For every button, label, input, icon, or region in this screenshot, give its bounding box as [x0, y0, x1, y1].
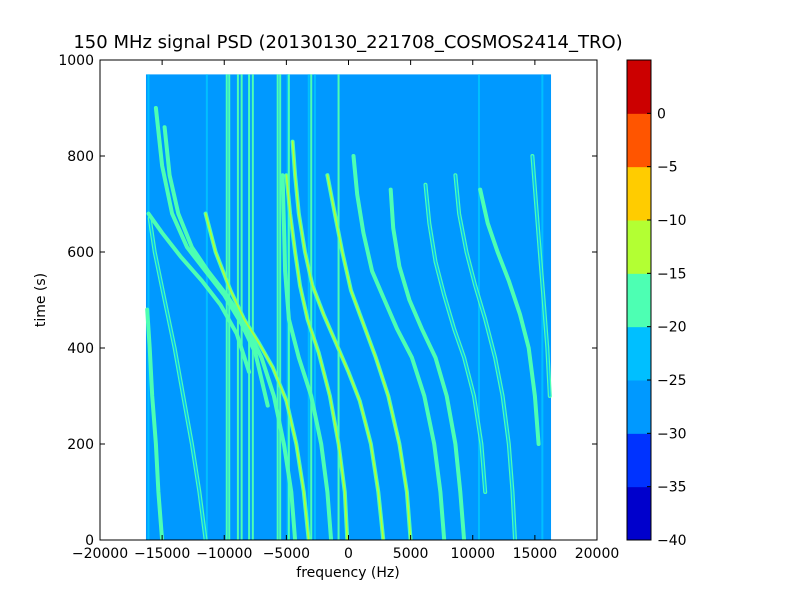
chart-title: 150 MHz signal PSD (20130130_221708_COSM… — [73, 32, 622, 53]
x-axis-label: frequency (Hz) — [296, 565, 399, 581]
colorbar-tick-label: −35 — [657, 480, 687, 496]
doppler-track-3 — [155, 107, 269, 407]
colorbar-tick-label: −10 — [657, 213, 687, 229]
colorbar-segment-6 — [627, 166, 651, 221]
x-tick-label: 15000 — [513, 546, 558, 562]
y-tick-label: 0 — [85, 533, 94, 549]
doppler-track-4 — [163, 126, 296, 540]
doppler-track-2 — [147, 212, 250, 373]
doppler-track-5 — [204, 212, 310, 540]
x-tick-label: −15000 — [134, 546, 190, 562]
doppler-track-15 — [531, 155, 551, 397]
colorbar-segment-5 — [627, 220, 651, 274]
doppler-track-12 — [424, 184, 486, 493]
x-tick-label: 0 — [344, 546, 353, 562]
colorbar-tick-label: −20 — [657, 320, 687, 336]
x-tick-label: 5000 — [393, 546, 429, 562]
y-tick-label: 600 — [67, 245, 94, 261]
doppler-track-1 — [148, 217, 207, 540]
doppler-track-8 — [291, 140, 385, 540]
colorbar-tick-label: −5 — [657, 160, 678, 176]
colorbar-segment-3 — [627, 326, 651, 381]
y-tick-label: 800 — [67, 149, 94, 165]
y-axis-label: time (s) — [33, 273, 49, 327]
y-tick-label: 400 — [67, 341, 94, 357]
x-axis: −20000 −15000 −10000 −5000 0 5000 10000 15000 20… — [72, 60, 619, 562]
colorbar-tick-label: 0 — [657, 106, 666, 122]
colorbar: −40 −35 −30 −25 −20 −15 −10 −5 0 — [626, 59, 687, 549]
heatmap-layer — [145, 74, 552, 540]
colorbar-segment-7 — [627, 113, 651, 168]
colorbar-tick-label: −40 — [657, 533, 687, 549]
x-tick-label: −10000 — [196, 546, 252, 562]
x-tick-label: 10000 — [450, 546, 495, 562]
x-tick-label: −20000 — [72, 546, 128, 562]
colorbar-segment-2 — [627, 380, 651, 434]
y-tick-label: 200 — [67, 437, 94, 453]
doppler-track-6 — [281, 174, 332, 540]
doppler-track-9 — [326, 174, 412, 540]
x-tick-label: 20000 — [575, 546, 620, 562]
y-tick-label: 1000 — [58, 53, 94, 69]
doppler-track-10 — [352, 155, 445, 540]
doppler-track-0 — [146, 308, 163, 540]
colorbar-segment-0 — [627, 486, 651, 541]
doppler-track-14 — [479, 188, 540, 445]
colorbar-segment-1 — [627, 433, 651, 488]
x-tick-label: −5000 — [263, 546, 310, 562]
doppler-track-7 — [285, 174, 349, 540]
colorbar-segment-4 — [627, 273, 651, 328]
colorbar-tick-label: −25 — [657, 373, 687, 389]
colorbar-tick-label: −30 — [657, 426, 687, 442]
doppler-track-13 — [454, 174, 516, 540]
colorbar-tick-label: −15 — [657, 266, 687, 282]
doppler-track-11 — [389, 188, 465, 540]
y-axis: 0 200 400 600 800 1000 — [58, 53, 597, 549]
colorbar-frame — [626, 59, 652, 541]
colorbar-segment-8 — [627, 60, 651, 114]
